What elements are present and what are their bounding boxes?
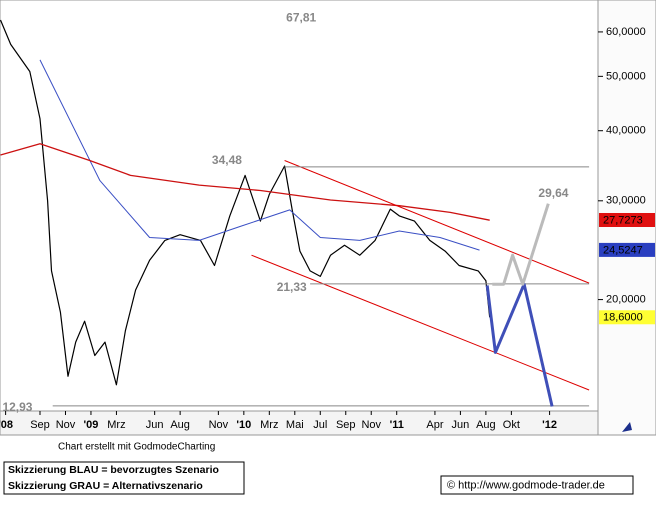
series-line <box>492 203 550 286</box>
series-line <box>251 254 590 391</box>
x-tick-label: Sep <box>30 419 50 431</box>
x-tick-label: Apr <box>426 419 443 431</box>
x-tick-label: Aug <box>170 419 190 431</box>
legend-box <box>3 461 245 495</box>
y-tick-label: 20,0000 <box>606 293 646 305</box>
x-tick-label: Nov <box>209 419 229 431</box>
price-tag-label: 18,6000 <box>603 312 643 324</box>
x-tick-label: Nov <box>56 419 76 431</box>
legend-line: Skizzierung BLAU = bevorzugtes Szenario <box>8 464 219 476</box>
x-tick-label: Jun <box>452 419 470 431</box>
x-tick-label: Sep <box>336 419 356 431</box>
x-tick-label: '09 <box>84 419 99 431</box>
y-tick-label: 50,0000 <box>606 70 646 82</box>
price-tag <box>599 242 655 257</box>
series-line <box>39 59 480 251</box>
price-tag-label: 27,7273 <box>603 214 643 226</box>
x-tick-label: Jul <box>313 419 327 431</box>
x-tick-label: Okt <box>503 419 520 431</box>
series-line <box>485 282 554 407</box>
source: © http://www.godmode-trader.de <box>447 479 605 491</box>
plot-layer <box>0 19 590 407</box>
annotation: 34,48 <box>212 153 242 167</box>
plot-area <box>0 0 599 412</box>
legend-line: Skizzierung GRAU = Alternativszenario <box>8 480 203 492</box>
y-tick-label: 60,0000 <box>606 26 646 38</box>
x-tick-label: Mrz <box>107 419 125 431</box>
annotation: 12,93 <box>2 400 32 414</box>
y-tick-label: 40,0000 <box>606 125 646 137</box>
x-tick-label: '08 <box>0 419 13 431</box>
series-line <box>284 160 590 284</box>
series-line <box>0 143 490 221</box>
annotation: 21,33 <box>277 280 307 294</box>
source-box <box>440 475 634 495</box>
x-tick-label: '10 <box>236 419 251 431</box>
price-tag <box>599 310 655 325</box>
price-tag <box>599 212 655 227</box>
x-tick-label: Aug <box>476 419 496 431</box>
annotation: 29,64 <box>538 186 568 200</box>
x-tick-label: Nov <box>361 419 381 431</box>
x-tick-label: Mai <box>286 419 304 431</box>
x-tick-label: '11 <box>390 419 404 431</box>
annotation: 67,81 <box>286 10 316 24</box>
price-tag-label: 24,5247 <box>603 244 643 256</box>
axis-icon <box>622 422 632 432</box>
x-tick-label: '12 <box>542 419 557 431</box>
x-tick-label: Jun <box>146 419 164 431</box>
x-tick-label: Mrz <box>260 419 278 431</box>
series-line <box>0 19 491 386</box>
credit: Chart erstellt mit GodmodeCharting <box>58 442 215 453</box>
y-tick-label: 30,0000 <box>606 195 646 207</box>
